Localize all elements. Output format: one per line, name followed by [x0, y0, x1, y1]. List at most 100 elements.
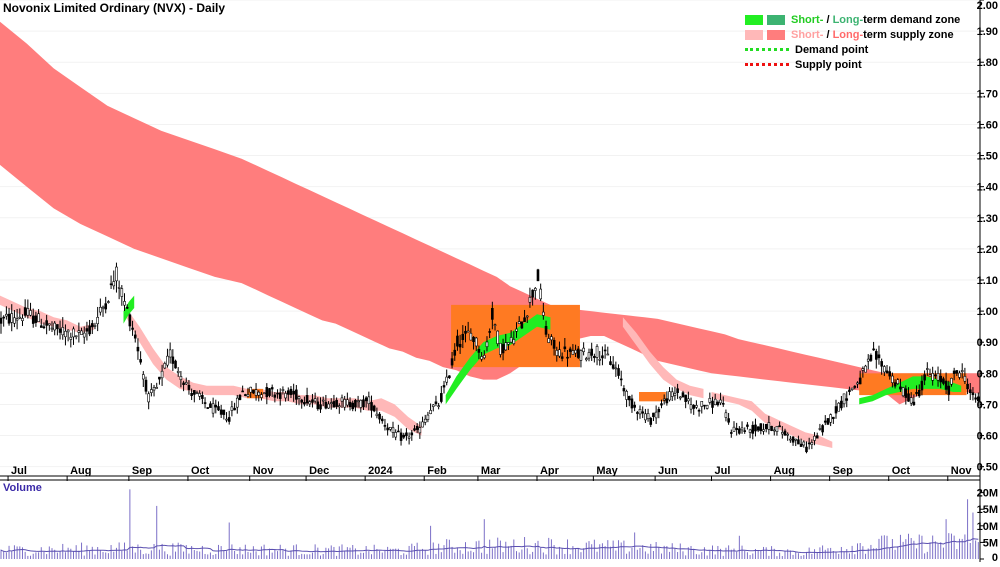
candle-body	[158, 376, 161, 380]
legend-demand-zone: Short- / Long-term demand zone	[745, 12, 960, 27]
candle-body	[896, 379, 900, 384]
candle-body	[217, 406, 220, 411]
candle-body	[48, 323, 51, 326]
candle-body	[802, 441, 806, 446]
candle-body	[42, 326, 46, 329]
legend-demand-point-label: Demand point	[795, 43, 869, 56]
candle-body	[869, 354, 873, 361]
candle-body	[926, 368, 929, 370]
candle-body	[542, 311, 545, 316]
candle-body	[362, 399, 365, 408]
price-tick-label: 0.80	[977, 368, 998, 380]
candle-body	[45, 320, 48, 326]
candle-body	[963, 376, 967, 382]
candle-body	[464, 330, 467, 334]
candle-body	[552, 340, 556, 349]
candle-body	[821, 425, 824, 433]
month-label: Apr	[540, 465, 560, 477]
candle-body	[708, 398, 712, 403]
candle-body	[732, 426, 736, 432]
short-demand-band	[123, 295, 135, 324]
price-tick-label: 0.60	[977, 431, 998, 443]
candle-body	[69, 336, 73, 340]
legend-supply-point-label: Supply point	[795, 58, 862, 71]
candle-body	[166, 355, 169, 366]
candle-body	[491, 308, 494, 320]
candle-body	[958, 372, 961, 378]
candle-body	[450, 358, 454, 366]
candle-body	[394, 432, 397, 438]
candle-body	[66, 329, 70, 333]
candle-body	[319, 404, 322, 410]
candle-body	[142, 374, 145, 380]
candle-body	[687, 398, 690, 402]
candle-body	[193, 390, 196, 395]
price-tick-label: 0.70	[977, 399, 998, 411]
candle-body	[147, 393, 150, 403]
candle-body	[977, 396, 980, 402]
candle-body	[93, 325, 97, 327]
candle-body	[244, 394, 247, 396]
candle-body	[171, 356, 175, 364]
month-label: 2024	[368, 465, 393, 477]
candle-body	[273, 394, 277, 398]
candle-body	[614, 367, 618, 370]
candle-body	[442, 385, 446, 388]
candle-body	[85, 328, 89, 332]
candle-body	[950, 378, 953, 385]
candle-body	[13, 317, 16, 324]
candle-body	[364, 397, 368, 402]
candle-body	[74, 335, 78, 338]
legend-supply-zone: Short- / Long-term supply zone	[745, 27, 960, 42]
candle-body	[397, 430, 400, 433]
price-tick-label: 1.80	[977, 57, 998, 69]
candle-body	[367, 396, 371, 405]
candle-body	[703, 404, 706, 407]
candle-body	[176, 370, 180, 373]
candle-body	[791, 436, 795, 443]
candle-body	[292, 390, 295, 395]
candle-body	[695, 405, 698, 408]
candle-body	[421, 421, 424, 428]
candle-body	[630, 398, 634, 409]
candle-body	[115, 266, 118, 282]
candle-body	[99, 307, 102, 313]
candle-body	[917, 389, 921, 397]
demand-point-dots	[745, 48, 789, 51]
candle-body	[485, 341, 489, 347]
candle-body	[101, 306, 105, 309]
candle-body	[201, 395, 204, 399]
candle-body	[566, 356, 569, 359]
candle-body	[472, 336, 475, 343]
candle-body	[300, 399, 304, 403]
candle-body	[327, 403, 330, 409]
candle-body	[324, 401, 328, 409]
supply-point-dots	[745, 63, 789, 66]
candle-body	[407, 436, 411, 439]
candle-body	[227, 417, 231, 422]
candle-body	[456, 335, 459, 347]
candle-body	[15, 318, 19, 321]
candle-body	[139, 359, 142, 363]
candle-body	[198, 393, 201, 397]
candle-body	[534, 288, 537, 291]
candle-body	[482, 355, 486, 359]
candle-body	[864, 365, 867, 373]
candle-body	[90, 323, 94, 328]
volume-tick-label: 0	[992, 552, 998, 562]
candle-body	[496, 330, 500, 344]
candle-body	[853, 385, 857, 388]
candle-body	[520, 321, 524, 329]
candle-body	[593, 355, 596, 359]
candle-body	[254, 389, 258, 396]
price-tick-label: 1.20	[977, 244, 998, 256]
candle-body	[598, 358, 602, 361]
candle-body	[260, 394, 263, 398]
candle-body	[53, 322, 56, 331]
candle-body	[230, 406, 234, 411]
candle-body	[627, 395, 631, 401]
candle-body	[190, 393, 193, 396]
candle-body	[713, 398, 717, 406]
candle-body	[815, 435, 819, 439]
